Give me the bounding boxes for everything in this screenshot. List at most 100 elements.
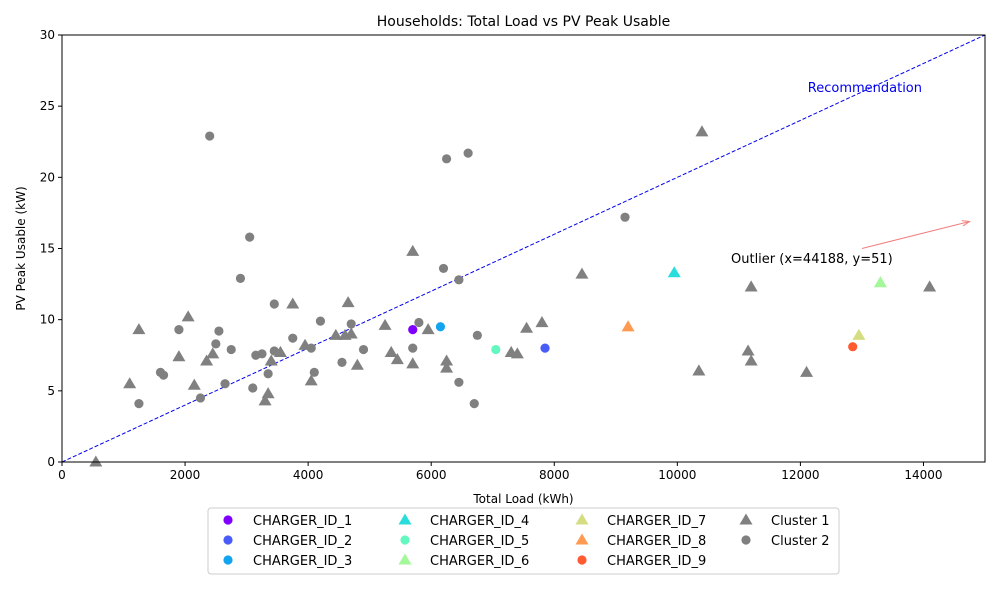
data-point-cluster-1 [692,364,706,376]
legend-label: CHARGER_ID_8 [607,534,706,549]
data-point-cluster-1 [406,244,420,256]
y-axis-label: PV Peak Usable (kW) [14,186,28,310]
data-point-charger-id-2 [540,343,550,353]
legend-item-charger-id-9: CHARGER_ID_9 [577,554,706,569]
data-point-cluster-1 [384,345,398,357]
data-point-cluster-1 [264,354,278,366]
y-tick-label: 15 [40,242,55,256]
reference-line-label: Recommendation [808,81,922,96]
data-point-cluster-2 [315,316,326,326]
data-point-charger-id-1 [408,325,418,335]
series-charger-id-5 [491,344,501,355]
data-point-charger-id-7 [852,328,866,340]
legend-item-charger-id-4: CHARGER_ID_4 [398,513,529,529]
data-point-cluster-2 [263,369,273,379]
y-tick-label: 10 [40,313,55,327]
data-point-cluster-2 [220,379,230,389]
legend-item-cluster-1: Cluster 1 [739,513,830,529]
y-tick-label: 5 [47,384,55,398]
data-point-cluster-1 [575,267,589,279]
data-point-cluster-1 [510,347,524,359]
data-point-cluster-2 [245,232,255,242]
y-tick-label: 30 [40,28,55,42]
data-point-charger-id-9 [848,342,858,352]
data-point-cluster-1 [440,354,454,366]
legend-item-charger-id-3: CHARGER_ID_3 [223,554,352,569]
legend-marker-charger-id-9 [577,555,587,565]
data-point-cluster-1 [390,353,404,365]
series-charger-id-1 [408,325,418,335]
x-tick-label: 10000 [658,468,696,482]
data-point-cluster-1 [406,357,420,369]
series-cluster-2 [134,131,630,409]
legend-label: CHARGER_ID_2 [253,534,352,549]
legend-item-cluster-2: Cluster 2 [741,534,830,549]
legend-label: Cluster 1 [771,514,830,529]
data-point-cluster-1 [172,350,186,362]
legend-marker-charger-id-3 [223,555,233,565]
legend-marker-cluster-1 [739,513,753,525]
chart-title: Households: Total Load vs PV Peak Usable [377,14,670,30]
data-point-cluster-1 [350,358,364,370]
annotation-arrow [861,220,970,249]
data-point-cluster-1 [258,394,272,406]
axes-layer: 0 2000 4000 6000 8000 10000 12000 14000 0 5 10 15 20… [40,28,943,482]
legend-label: CHARGER_ID_4 [430,514,529,529]
data-point-cluster-1 [923,280,937,292]
series-charger-id-6 [873,276,887,288]
legend-label: CHARGER_ID_3 [253,554,352,569]
legend-item-charger-id-2: CHARGER_ID_2 [223,534,352,549]
series-charger-id-2 [540,343,550,353]
x-tick-label: 6000 [416,468,447,482]
data-point-cluster-2 [463,148,473,158]
x-tick-label: 0 [58,468,66,482]
data-point-cluster-1 [520,321,534,333]
legend-marker-charger-id-7 [575,513,589,525]
data-point-cluster-1 [89,455,103,467]
data-point-cluster-1 [329,328,343,340]
reference-line [61,34,986,463]
data-point-charger-id-8 [621,320,635,332]
legend-label: CHARGER_ID_7 [607,514,706,529]
series-charger-id-3 [435,322,446,332]
legend-box [207,507,840,575]
data-point-cluster-1 [741,344,755,356]
data-point-cluster-1 [206,347,220,359]
data-point-cluster-1 [378,318,392,330]
x-tick-label: 14000 [904,468,942,482]
data-point-cluster-2 [158,370,169,380]
x-axis-label: Total Load (kWh) [472,492,573,506]
x-tick-label: 4000 [293,468,324,482]
legend-marker-charger-id-6 [398,553,412,565]
data-point-cluster-2 [414,317,424,328]
data-point-cluster-2 [269,346,279,356]
data-point-cluster-2 [195,393,206,403]
annotation-arrowhead [961,220,972,227]
legend-item-charger-id-8: CHARGER_ID_8 [575,533,706,549]
data-point-cluster-2 [248,383,258,393]
legend-item-charger-id-6: CHARGER_ID_6 [398,553,529,569]
data-point-cluster-2 [174,325,184,335]
data-point-cluster-2 [288,333,298,343]
data-point-cluster-1 [181,310,195,322]
data-point-cluster-2 [454,275,464,285]
data-point-cluster-2 [346,319,356,329]
data-point-charger-id-5 [491,344,501,355]
data-point-cluster-2 [620,212,630,222]
annotation-layer: Outlier (x=44188, y=51) [731,220,972,267]
legend: CHARGER_ID_1 CHARGER_ID_2 CHARGER_ID_3 CHAR… [207,507,840,575]
series-charger-id-7 [852,328,866,340]
legend-label: CHARGER_ID_6 [430,554,529,569]
y-tick-label: 20 [40,170,55,184]
series-cluster-1 [89,125,937,467]
data-point-cluster-2 [309,367,319,377]
legend-item-charger-id-1: CHARGER_ID_1 [223,514,352,529]
data-point-cluster-2 [214,326,224,336]
reference-line-layer [61,34,986,463]
x-tick-label: 12000 [781,468,819,482]
data-point-charger-id-6 [873,276,887,288]
legend-label: CHARGER_ID_9 [607,554,706,569]
data-point-cluster-1 [200,354,214,366]
legend-item-charger-id-5: CHARGER_ID_5 [400,534,529,549]
